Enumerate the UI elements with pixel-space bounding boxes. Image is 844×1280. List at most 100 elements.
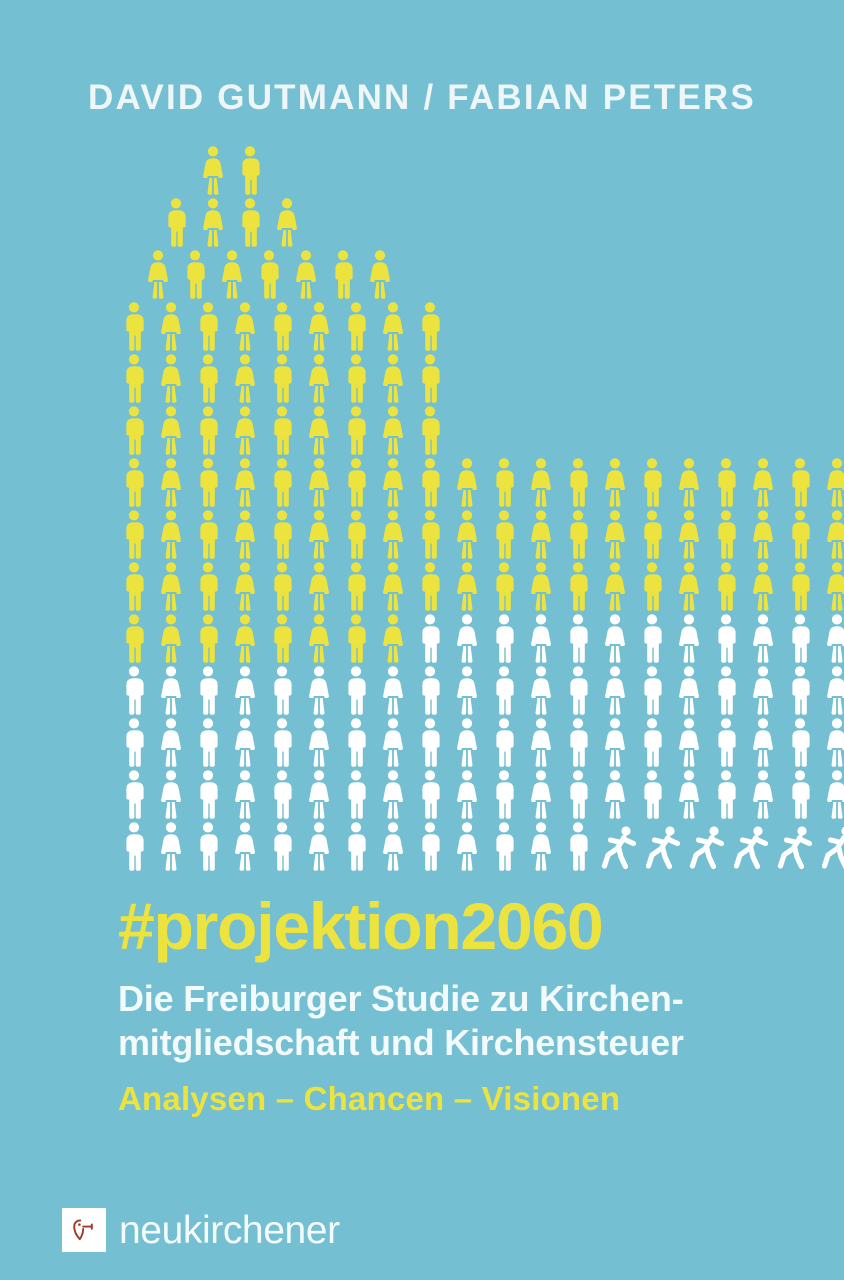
pictogram-chart xyxy=(0,145,844,885)
male-figure-icon xyxy=(341,717,371,767)
female-figure-icon xyxy=(600,717,630,767)
female-figure-icon xyxy=(674,457,704,507)
female-figure-icon xyxy=(526,717,556,767)
male-figure-icon xyxy=(711,613,741,663)
title-block: #projektion2060 Die Freiburger Studie zu… xyxy=(118,893,804,1118)
running-figure-icon xyxy=(600,821,640,871)
pictogram-row xyxy=(119,509,844,561)
male-figure-icon xyxy=(193,769,223,819)
female-figure-icon xyxy=(156,821,186,871)
male-figure-icon xyxy=(785,509,815,559)
female-figure-icon xyxy=(198,145,228,195)
female-figure-icon xyxy=(526,769,556,819)
female-figure-icon xyxy=(600,613,630,663)
male-figure-icon xyxy=(341,665,371,715)
female-figure-icon xyxy=(748,613,778,663)
female-figure-icon xyxy=(156,457,186,507)
subtitle-line-2: mitgliedschaft und Kirchensteuer xyxy=(118,1021,684,1063)
male-figure-icon xyxy=(563,665,593,715)
female-figure-icon xyxy=(748,665,778,715)
female-figure-icon xyxy=(378,353,408,403)
male-figure-icon xyxy=(711,561,741,611)
female-figure-icon xyxy=(378,717,408,767)
male-figure-icon xyxy=(267,665,297,715)
female-figure-icon xyxy=(291,249,321,299)
female-figure-icon xyxy=(526,457,556,507)
female-figure-icon xyxy=(217,249,247,299)
female-figure-icon xyxy=(600,769,630,819)
male-figure-icon xyxy=(563,613,593,663)
female-figure-icon xyxy=(230,301,260,351)
male-figure-icon xyxy=(563,509,593,559)
male-figure-icon xyxy=(341,457,371,507)
pictogram-row xyxy=(119,665,844,717)
male-figure-icon xyxy=(341,509,371,559)
female-figure-icon xyxy=(452,457,482,507)
female-figure-icon xyxy=(378,509,408,559)
male-figure-icon xyxy=(119,405,149,455)
female-figure-icon xyxy=(822,665,844,715)
male-figure-icon xyxy=(267,457,297,507)
male-figure-icon xyxy=(637,665,667,715)
pictogram-row xyxy=(119,405,445,457)
male-figure-icon xyxy=(415,821,445,871)
tagline: Analysen – Chancen – Visionen xyxy=(118,1080,621,1118)
female-figure-icon xyxy=(304,509,334,559)
male-figure-icon xyxy=(489,613,519,663)
male-figure-icon xyxy=(489,665,519,715)
male-figure-icon xyxy=(637,769,667,819)
female-figure-icon xyxy=(230,405,260,455)
female-figure-icon xyxy=(378,769,408,819)
female-figure-icon xyxy=(822,769,844,819)
female-figure-icon xyxy=(526,613,556,663)
publisher-name: neukirchener xyxy=(119,1208,340,1252)
female-figure-icon xyxy=(674,665,704,715)
female-figure-icon xyxy=(230,613,260,663)
male-figure-icon xyxy=(341,613,371,663)
female-figure-icon xyxy=(526,821,556,871)
female-figure-icon xyxy=(230,665,260,715)
male-figure-icon xyxy=(193,457,223,507)
male-figure-icon xyxy=(563,821,593,871)
male-figure-icon xyxy=(415,509,445,559)
female-figure-icon xyxy=(674,509,704,559)
female-figure-icon xyxy=(304,769,334,819)
female-figure-icon xyxy=(452,769,482,819)
male-figure-icon xyxy=(341,405,371,455)
male-figure-icon xyxy=(637,457,667,507)
male-figure-icon xyxy=(415,665,445,715)
male-figure-icon xyxy=(415,405,445,455)
male-figure-icon xyxy=(193,509,223,559)
male-figure-icon xyxy=(119,509,149,559)
pictogram-row xyxy=(119,613,844,665)
pictogram-row xyxy=(143,249,395,301)
male-figure-icon xyxy=(267,301,297,351)
male-figure-icon xyxy=(785,561,815,611)
male-figure-icon xyxy=(563,457,593,507)
female-figure-icon xyxy=(156,301,186,351)
female-figure-icon xyxy=(378,613,408,663)
female-figure-icon xyxy=(748,509,778,559)
female-figure-icon xyxy=(526,665,556,715)
male-figure-icon xyxy=(254,249,284,299)
male-figure-icon xyxy=(415,353,445,403)
female-figure-icon xyxy=(230,561,260,611)
male-figure-icon xyxy=(235,145,265,195)
female-figure-icon xyxy=(748,457,778,507)
male-figure-icon xyxy=(785,717,815,767)
female-figure-icon xyxy=(674,561,704,611)
male-figure-icon xyxy=(193,301,223,351)
female-figure-icon xyxy=(156,353,186,403)
female-figure-icon xyxy=(674,613,704,663)
female-figure-icon xyxy=(378,665,408,715)
female-figure-icon xyxy=(304,353,334,403)
female-figure-icon xyxy=(304,301,334,351)
female-figure-icon xyxy=(526,509,556,559)
female-figure-icon xyxy=(378,301,408,351)
male-figure-icon xyxy=(489,457,519,507)
female-figure-icon xyxy=(748,717,778,767)
male-figure-icon xyxy=(267,353,297,403)
male-figure-icon xyxy=(193,821,223,871)
male-figure-icon xyxy=(267,769,297,819)
male-figure-icon xyxy=(193,405,223,455)
